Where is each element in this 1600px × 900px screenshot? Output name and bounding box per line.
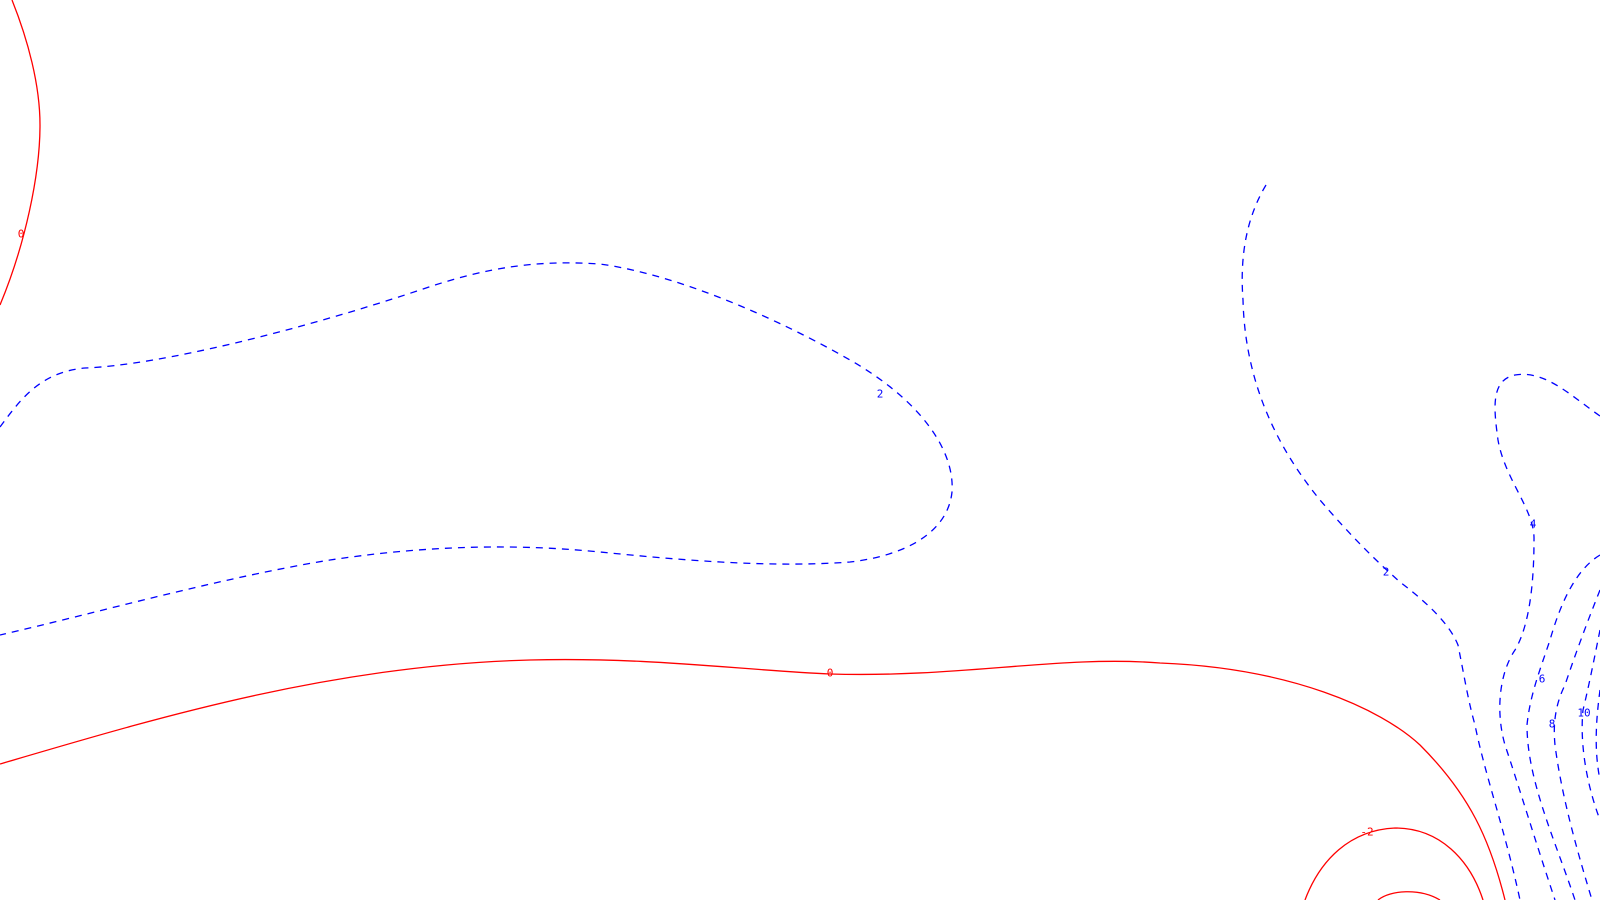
contour-line-four: [1494, 373, 1600, 900]
contour-label-two-lobe: 2: [877, 388, 884, 401]
contour-line-two-lobe: [0, 262, 953, 636]
contour-line-twelve: [1595, 689, 1600, 781]
contour-label-four: 4: [1530, 518, 1537, 531]
contour-label-ten: 10: [1577, 707, 1590, 720]
contour-line-eight: [1553, 589, 1600, 900]
contour-line-zero-main: [0, 658, 1506, 900]
contour-line-six: [1526, 554, 1600, 900]
contour-label-zero-left: 0: [18, 228, 25, 241]
contour-line-ten: [1581, 629, 1600, 821]
contour-label-zero-main: 0: [827, 667, 834, 680]
contour-line-neg2-inner: [1377, 891, 1441, 900]
contour-line-two-right: [1241, 184, 1521, 900]
contour-line-neg2: [1304, 827, 1484, 900]
contour-label-two-right: 2: [1383, 566, 1390, 579]
contour-label-neg2: -2: [1360, 826, 1373, 839]
contour-label-six: 6: [1539, 673, 1546, 686]
contour-line-zero-left: [0, 0, 41, 306]
contour-label-eight: 8: [1549, 718, 1556, 731]
